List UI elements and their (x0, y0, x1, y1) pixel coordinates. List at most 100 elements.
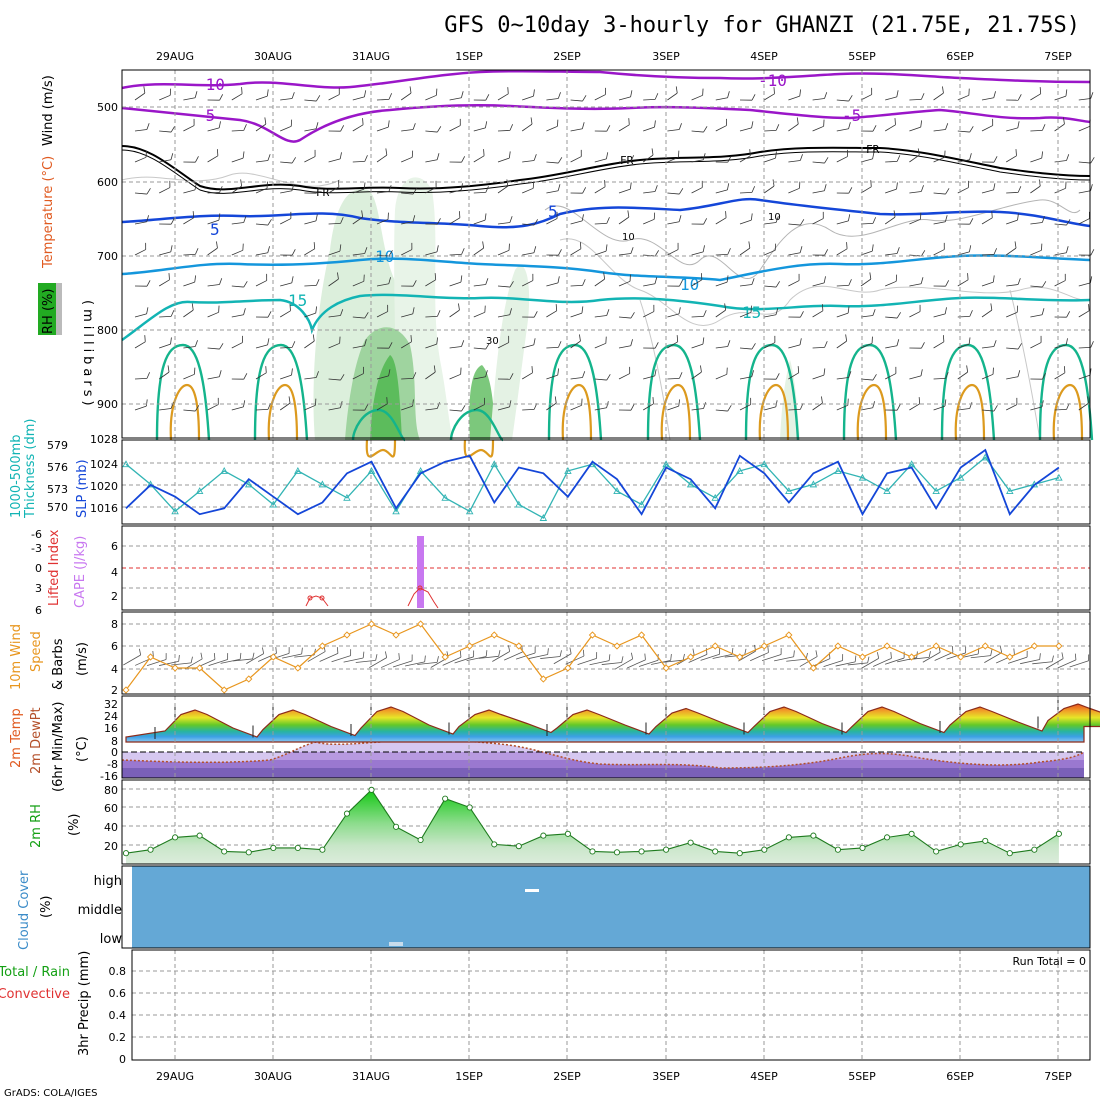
wind-barb (231, 335, 243, 349)
wind-barb (909, 185, 924, 194)
wind-barb (715, 275, 729, 287)
wind-barb (352, 247, 368, 256)
wind-barb (570, 334, 581, 349)
wind-barb (183, 275, 197, 287)
wind-marker (711, 642, 719, 650)
wind-barb (280, 92, 295, 101)
rh-marker (933, 848, 940, 855)
wind-barb (1006, 343, 1023, 350)
wind-barb (1078, 157, 1095, 164)
wind-barb (255, 338, 270, 349)
wind-barb (643, 185, 658, 194)
wind-barb (1030, 373, 1046, 380)
thickness-marker (809, 480, 818, 488)
wind-barb (739, 397, 752, 411)
wind-barb (570, 371, 586, 380)
surface-wind-barb (761, 648, 782, 662)
rh-marker (638, 848, 645, 855)
wind-barb (788, 273, 800, 287)
wind-barb (739, 94, 756, 101)
wind-barb (207, 149, 219, 163)
wind-barb (158, 365, 170, 380)
wind-barb (207, 186, 223, 194)
wind-barb (1030, 124, 1046, 132)
wind-barb (594, 125, 611, 132)
wind-marker (637, 631, 646, 639)
wind-barb (376, 369, 391, 380)
wind-barb (667, 188, 684, 195)
surface-wind-barb (381, 653, 400, 668)
wind-barb (618, 274, 631, 287)
wind-barb (546, 184, 561, 194)
surface-wind-barb (577, 652, 598, 665)
surface-wind-barb (970, 649, 993, 659)
rh-axis-label: RH (%) (41, 289, 56, 334)
wind-barb (255, 117, 267, 132)
wind-barb (134, 335, 146, 349)
wind-barb (570, 279, 586, 287)
wind-barb (255, 311, 272, 318)
wind-barb (449, 405, 466, 412)
wind-barb (667, 242, 679, 256)
wind-barb (449, 248, 465, 256)
surface-wind-barb (405, 655, 426, 667)
wind-barb (957, 365, 969, 380)
wind-barb (909, 369, 923, 380)
wind-barb (812, 304, 824, 318)
rh-marker (1031, 846, 1038, 853)
wind-barb (304, 371, 319, 380)
rh-marker (270, 844, 277, 851)
wind-barb (159, 153, 174, 163)
temp-tick: 32 (104, 698, 118, 711)
wind-barb (933, 372, 949, 380)
wind-marker (539, 675, 547, 683)
surface-wind-barb (258, 646, 277, 662)
wind-marker (146, 653, 155, 661)
cape-tick: 4 (111, 566, 118, 579)
wind-barb (328, 87, 340, 101)
wind-barb (957, 337, 971, 349)
wind-barb (933, 335, 945, 349)
rh-contour-gray-5 (1009, 289, 1041, 441)
wind-barb (207, 94, 224, 101)
wind-barb (207, 241, 218, 256)
wind-barb (183, 248, 199, 256)
wind-barb (909, 93, 925, 101)
wind-tick: 8 (111, 618, 118, 631)
surface-wind-barb (246, 647, 265, 664)
wind-barb (231, 373, 248, 380)
wind-barb (836, 334, 848, 349)
wind-barb (425, 153, 440, 163)
wind-barb (352, 274, 365, 287)
rh-marker (957, 841, 964, 848)
wind-barb (183, 211, 195, 225)
isotherm-minus10 (121, 69, 1091, 90)
rh-marker (687, 839, 694, 846)
wind-barb (1006, 213, 1019, 225)
wind-barb (1078, 211, 1090, 225)
surface-wind-barb (159, 655, 180, 666)
wind-barb (425, 402, 440, 411)
wind-barb (376, 185, 392, 194)
wind-barb (788, 89, 802, 101)
date-label-bottom: 30AUG (254, 1070, 292, 1083)
wind-barb (812, 249, 829, 256)
cape-bars (417, 536, 424, 608)
wind-barb (231, 87, 243, 101)
wind-barb (739, 305, 752, 318)
wind-barb (1030, 281, 1047, 288)
wind-barb (860, 336, 873, 349)
wind-barb (425, 88, 438, 101)
wind-barb (812, 341, 828, 349)
thickness-tick: 576 (47, 461, 68, 474)
wind-barb (933, 215, 948, 225)
wind-barb (981, 303, 993, 318)
surface-wind-barb (553, 647, 572, 665)
surface-wind-barb (884, 651, 905, 665)
wind-barb (159, 218, 175, 225)
wind-marker (834, 642, 842, 650)
thickness-marker (515, 500, 523, 508)
wind-barb (594, 180, 606, 194)
wind-barb (546, 276, 560, 287)
wind-marker (318, 642, 327, 650)
